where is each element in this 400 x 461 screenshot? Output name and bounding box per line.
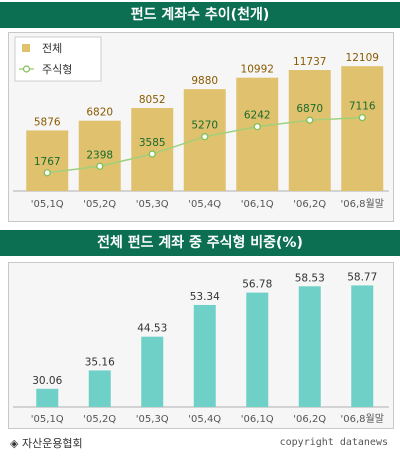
chart1-title: 펀드 계좌수 추이(천개) [0,2,400,28]
equity-point [96,162,104,170]
x-tick-label: '06,8월말 [341,413,384,425]
bar-total-label: 9880 [191,75,218,87]
equity-point-label: 2398 [86,149,113,161]
equity-point-label: 7116 [349,101,376,113]
equity-point [306,116,314,124]
equity-point-label: 6242 [244,110,271,122]
bar-share [88,370,111,407]
legend-swatch-total [22,44,30,52]
equity-point [358,114,366,122]
bar-share-label: 58.53 [295,272,325,284]
bar-share-label: 44.53 [137,323,167,335]
x-tick-label: '06,2Q [293,414,326,425]
bar-share [193,304,216,407]
x-tick-label: '05,2Q [83,414,116,425]
bar-total [78,120,121,191]
accounts-chart: 5876 6820 8052 9880 10992 11737 12109 1767 2398 3… [13,36,389,210]
bar-share [351,285,374,407]
bar-share-label: 56.78 [242,279,272,291]
x-tick-label: '05,3Q [136,199,169,210]
legend-label-total: 전체 [42,42,62,55]
bar-total [341,66,384,191]
equity-point-label: 1767 [34,156,61,168]
chart2-panel: 30.06 35.16 44.53 53.34 56.78 58.53 58.77 '05,1… [8,262,394,429]
equity-point-label: 5270 [191,120,218,132]
legend-marker-equity [22,65,31,73]
copyright-note: copyright datanews [279,437,388,448]
x-tick-label: '05,1Q [31,199,64,210]
bar-share-label: 58.77 [347,271,377,283]
bar-total [288,70,331,191]
bar-share [36,388,59,407]
x-tick-label: '06,2Q [293,199,326,210]
x-tick-label: '05,1Q [31,414,64,425]
bar-share [246,292,269,407]
x-tick-label: '06,1Q [241,414,274,425]
legend-label-equity: 주식형 [42,63,72,76]
bar-total-label: 11737 [293,56,326,68]
chart2-title: 전체 펀드 계좌 중 주식형 비중(%) [0,230,400,256]
bar-total-label: 12109 [346,52,379,64]
equity-point [201,133,209,141]
source-note: ◈ 자산운용협회 [10,437,83,450]
bar-total-label: 10992 [241,64,274,76]
equity-point-label: 6870 [296,103,323,115]
x-tick-label: '06,8월말 [341,198,384,210]
equity-point [43,169,51,177]
bar-total-label: 6820 [86,107,113,119]
legend-box [14,36,102,82]
bar-total [26,130,69,191]
bar-total [236,77,279,191]
equity-point-label: 3585 [139,137,166,149]
equity-point [253,123,261,131]
chart1-panel: 5876 6820 8052 9880 10992 11737 12109 1767 2398 3… [8,32,394,222]
bar-share [141,336,164,407]
bar-share-label: 35.16 [85,356,115,368]
equity-point [148,150,156,158]
bar-total-label: 5876 [34,116,61,128]
bar-share-label: 30.06 [32,375,62,387]
x-tick-label: '05,4Q [188,199,221,210]
bar-share [298,286,321,407]
x-tick-label: '06,1Q [241,199,274,210]
x-tick-label: '05,3Q [136,414,169,425]
x-tick-label: '05,4Q [188,414,221,425]
bar-total-label: 8052 [139,94,166,106]
x-tick-label: '05,2Q [83,199,116,210]
bar-share-label: 53.34 [190,291,220,303]
equity-share-chart: 30.06 35.16 44.53 53.34 56.78 58.53 58.77 '05,1… [13,271,389,425]
